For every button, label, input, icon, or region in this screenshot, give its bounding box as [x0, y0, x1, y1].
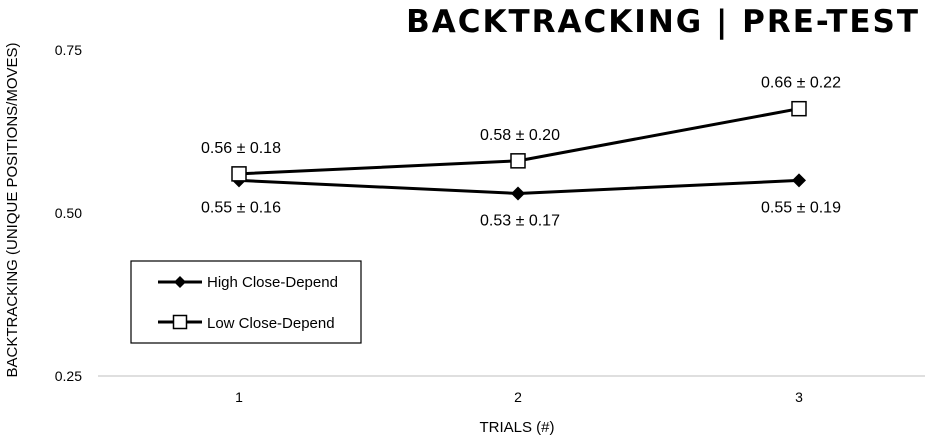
data-label-high: 0.55 ± 0.19	[761, 199, 841, 216]
data-point-low	[791, 100, 807, 117]
data-labels: 0.55 ± 0.16 0.53 ± 0.17 0.55 ± 0.19 0.56 ± …	[201, 75, 841, 230]
data-point-high	[511, 186, 525, 201]
data-label-high: 0.55 ± 0.16	[201, 199, 281, 216]
data-label-low: 0.66 ± 0.22	[761, 75, 841, 92]
legend-box	[130, 260, 362, 344]
series-layer	[231, 100, 807, 201]
legend-marker-low	[172, 314, 188, 330]
legend-label-high: High Close-Depend	[207, 274, 338, 291]
x-tick-label: 3	[795, 389, 803, 405]
y-tick-labels: 0.25 0.50 0.75	[55, 42, 82, 384]
data-point-low	[231, 166, 247, 182]
y-axis-label: BACKTRACKING (UNIQUE POSITIONS/MOVES)	[4, 42, 21, 377]
x-axis-label: TRIALS (#)	[479, 419, 554, 436]
y-tick-label: 0.25	[55, 368, 82, 384]
x-tick-labels: 1 2 3	[235, 389, 803, 405]
x-tick-label: 1	[235, 389, 243, 405]
data-label-low: 0.58 ± 0.20	[480, 127, 560, 144]
legend: High Close-Depend Low Close-Depend	[130, 260, 362, 344]
chart-title: BACKTRACKING | PRE-TEST	[406, 4, 920, 40]
data-point-high	[792, 173, 806, 188]
data-label-high: 0.53 ± 0.17	[480, 212, 560, 229]
legend-marker-high	[174, 276, 186, 288]
y-tick-label: 0.50	[55, 205, 82, 221]
x-tick-label: 2	[514, 389, 522, 405]
data-point-low	[510, 153, 526, 169]
y-tick-label: 0.75	[55, 42, 82, 58]
data-label-low: 0.56 ± 0.18	[201, 140, 281, 157]
legend-label-low: Low Close-Depend	[207, 315, 335, 332]
